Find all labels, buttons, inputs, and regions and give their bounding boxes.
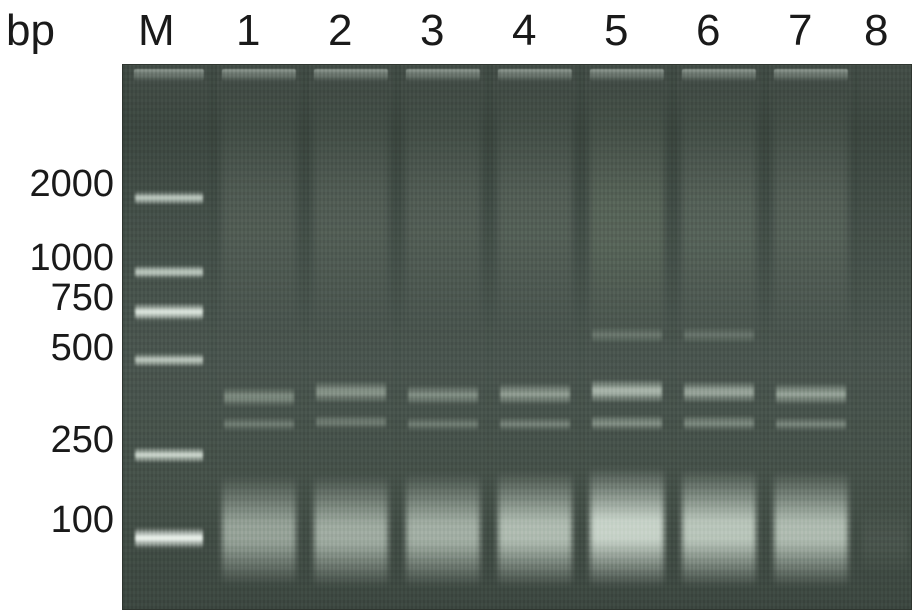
gel-well [590,69,664,81]
gel-well [498,69,572,81]
gel-lane [493,65,577,609]
ladder-size-label: 2000 [29,165,114,203]
gel-lane [129,65,209,609]
gel-well [682,69,756,81]
gel-smear [682,469,756,587]
gel-band [316,381,387,403]
gel-band [224,417,295,431]
gel-well [774,69,848,81]
gel-band [684,327,755,343]
gel-band [684,381,755,403]
gel-well [222,69,296,81]
ladder-size-label: 1000 [29,239,114,277]
gel-lane [217,65,301,609]
lane-label: 1 [236,6,260,56]
lane-label: 4 [512,6,536,56]
gel-smear [222,475,296,585]
gel-smear [406,473,480,587]
gel-smear [774,85,848,340]
gel-band [135,191,202,205]
gel-smear [774,471,848,587]
gel-band [684,415,755,431]
gel-band [135,353,202,367]
gel-band [135,303,202,321]
gel-smear [498,85,572,335]
gel-smear [222,85,296,335]
ladder-label-column: 2000 1000750 500 250 100 [0,64,120,614]
gel-lane [401,65,485,609]
gel-band [135,527,202,549]
gel-band [408,385,479,405]
gel-smear [498,471,572,587]
gel-smear [314,85,388,335]
ladder-size-label: 500 [51,329,114,367]
lane-header-row: M 1 2 3 4 5 6 7 8 [0,0,916,64]
gel-band [500,383,571,405]
lane-label: 6 [696,6,720,56]
gel-lane [677,65,761,609]
gel-well [314,69,388,81]
gel-smear [862,505,908,575]
gel-band [135,447,202,463]
gel-band [776,383,847,405]
lane-label: 5 [604,6,628,56]
gel-well [134,69,204,81]
gel-band [224,387,295,407]
gel-band [316,415,387,429]
gel-smear [590,467,664,587]
gel-smear [406,85,480,335]
gel-band [592,415,663,431]
ladder-size-label: 100 [51,501,114,539]
ladder-size-label: 250 [51,421,114,459]
lane-label: 3 [420,6,444,56]
gel-lane [309,65,393,609]
gel-lane [769,65,853,609]
gel-figure: bp M12345678 20001000750500250100 [0,0,916,614]
gel-lane [585,65,669,609]
gel-smear [590,85,664,345]
gel-band [135,265,202,279]
gel-band [592,327,663,343]
gel-band [408,417,479,431]
gel-smear [682,85,756,345]
lane-label: 7 [788,6,812,56]
gel-band [776,417,847,431]
gel-well [406,69,480,81]
gel-smear [314,475,388,587]
gel-band [500,417,571,431]
lane-label: 2 [328,6,352,56]
lane-label: 8 [864,6,888,56]
ladder-size-label: 750 [51,279,114,317]
lane-label: M [138,6,175,56]
gel-image [122,64,912,610]
gel-lane [859,65,911,609]
gel-band [592,379,663,403]
